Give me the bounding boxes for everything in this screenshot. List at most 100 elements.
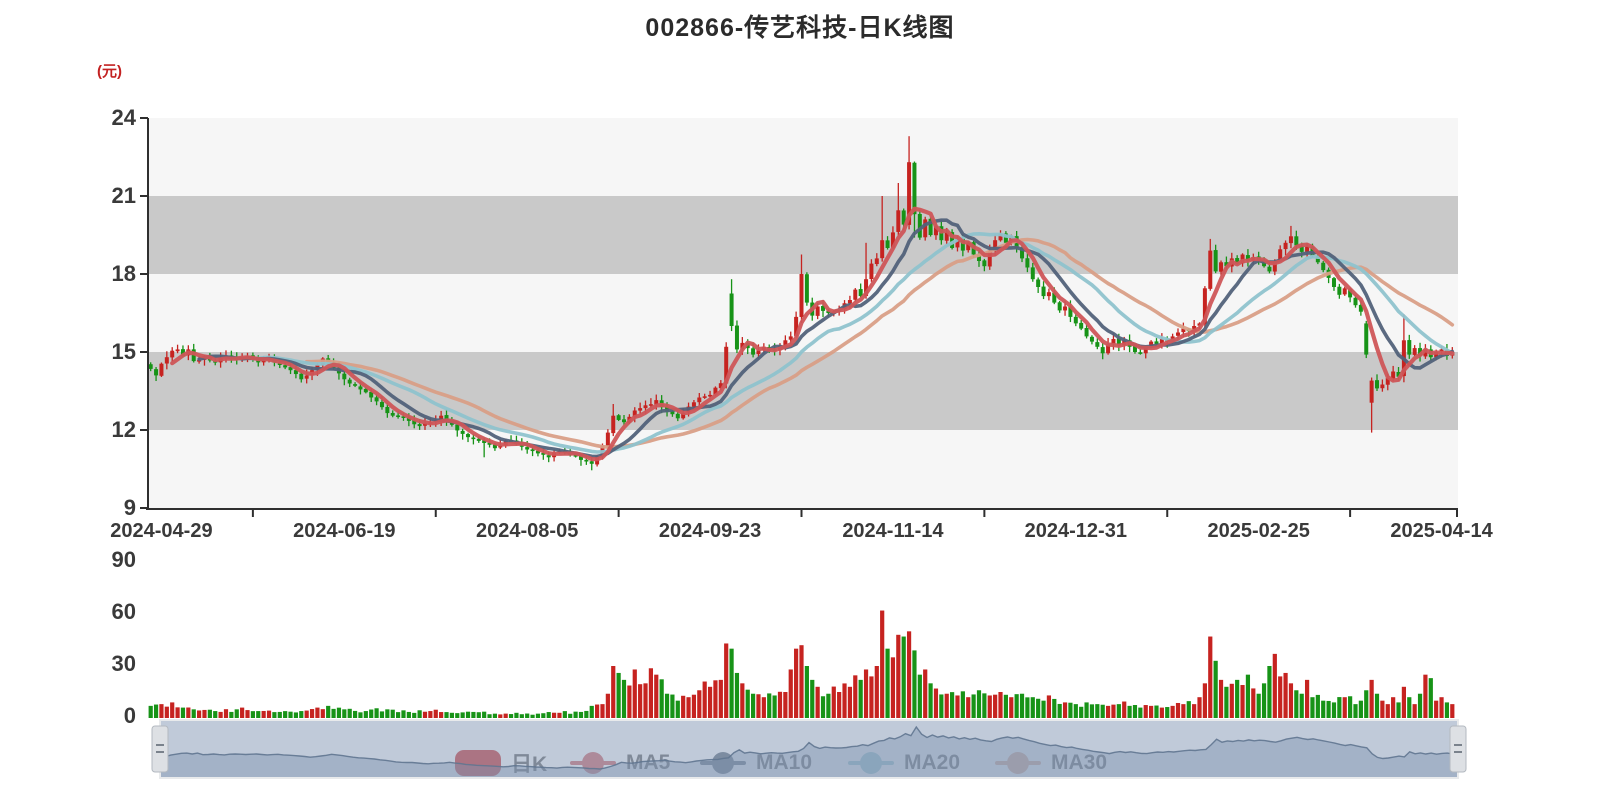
candle	[170, 350, 175, 358]
datazoom-handle-left[interactable]	[151, 725, 169, 773]
candle	[1337, 286, 1342, 295]
volume-bar	[1218, 679, 1224, 718]
volume-bar	[1165, 707, 1170, 718]
candle	[670, 411, 675, 415]
candle	[530, 449, 535, 452]
volume-bar	[901, 636, 906, 718]
volume-bar	[519, 714, 524, 718]
volume-axis-label: 0	[123, 703, 136, 728]
volume-bar	[1261, 683, 1267, 718]
volume-bar	[482, 711, 487, 718]
candle	[1036, 279, 1041, 287]
candle	[525, 447, 530, 450]
volume-bar	[595, 704, 600, 718]
volume-bar	[1138, 707, 1143, 718]
volume-bar	[589, 705, 594, 718]
price-unit-label: (元)	[97, 63, 122, 80]
volume-bar	[611, 666, 616, 718]
volume-bar	[148, 705, 153, 718]
volume-bar	[390, 709, 395, 718]
candle	[1391, 371, 1396, 379]
candle	[1267, 266, 1272, 272]
volume-bar	[869, 676, 874, 718]
candle	[1364, 323, 1369, 355]
candle	[1003, 233, 1008, 243]
volume-bar	[976, 690, 982, 718]
volume-bar	[944, 693, 949, 718]
candle	[379, 402, 384, 408]
volume-bar	[923, 669, 928, 718]
candle	[858, 289, 863, 297]
volume-bar	[1181, 704, 1186, 718]
price-axis-label: 9	[123, 495, 136, 520]
candle	[369, 391, 374, 398]
candle	[648, 404, 653, 406]
volume-bar	[277, 711, 282, 718]
candle	[261, 360, 266, 363]
volume-bar	[939, 694, 944, 718]
volume-bar	[912, 650, 917, 718]
volume-bar	[498, 714, 503, 718]
candle	[589, 461, 594, 464]
candle	[847, 300, 852, 304]
volume-bar	[831, 686, 836, 718]
volume-bar	[417, 710, 422, 718]
candle	[1095, 342, 1100, 347]
volume-bar	[471, 711, 476, 718]
volume-bar	[1245, 674, 1251, 718]
candle	[439, 415, 444, 421]
volume-bar	[1213, 660, 1218, 718]
candle	[982, 260, 987, 267]
datazoom-filler[interactable]	[160, 720, 1458, 778]
volume-bar	[546, 712, 551, 718]
volume-bar	[826, 693, 831, 718]
volume-bar	[1417, 693, 1423, 718]
volume-bar	[686, 697, 691, 718]
candle	[1154, 341, 1159, 345]
volume-bar	[998, 692, 1003, 718]
candle	[1089, 336, 1094, 342]
candle	[1020, 247, 1025, 259]
candle	[923, 219, 928, 238]
volume-bar	[885, 648, 890, 718]
volume-bar	[1229, 683, 1234, 718]
datazoom-handle-right[interactable]	[1449, 725, 1467, 773]
candle	[573, 455, 578, 457]
candle	[1423, 349, 1428, 357]
candle	[444, 415, 449, 422]
candle	[412, 420, 417, 425]
candle	[482, 440, 487, 443]
candle	[756, 350, 761, 355]
volume-bar	[966, 697, 971, 718]
volume-bar	[535, 713, 541, 718]
candle	[955, 238, 960, 248]
volume-bar	[837, 692, 842, 718]
candle	[164, 357, 169, 364]
candle	[358, 386, 363, 390]
candle	[794, 316, 799, 337]
candle	[1385, 378, 1390, 385]
volume-bar	[508, 714, 514, 718]
volume-bar	[175, 707, 180, 718]
candle	[1084, 328, 1089, 337]
candle	[998, 233, 1003, 241]
volume-bar	[406, 711, 411, 718]
candle	[401, 416, 406, 418]
volume-axis-label: 60	[111, 599, 136, 624]
candle	[1100, 347, 1105, 354]
volume-bar	[1014, 694, 1019, 718]
volume-bar	[670, 694, 675, 718]
price-axis-label: 21	[111, 183, 136, 208]
volume-bar	[1331, 702, 1337, 718]
volume-bar	[1444, 702, 1450, 718]
candle	[546, 455, 551, 458]
candle	[1315, 255, 1320, 263]
candle	[385, 406, 390, 414]
candle	[864, 279, 869, 297]
candle	[1375, 380, 1380, 389]
volume-bar	[1111, 704, 1116, 718]
candle	[374, 397, 379, 402]
volume-bar	[326, 705, 331, 718]
volume-bar	[950, 692, 955, 718]
